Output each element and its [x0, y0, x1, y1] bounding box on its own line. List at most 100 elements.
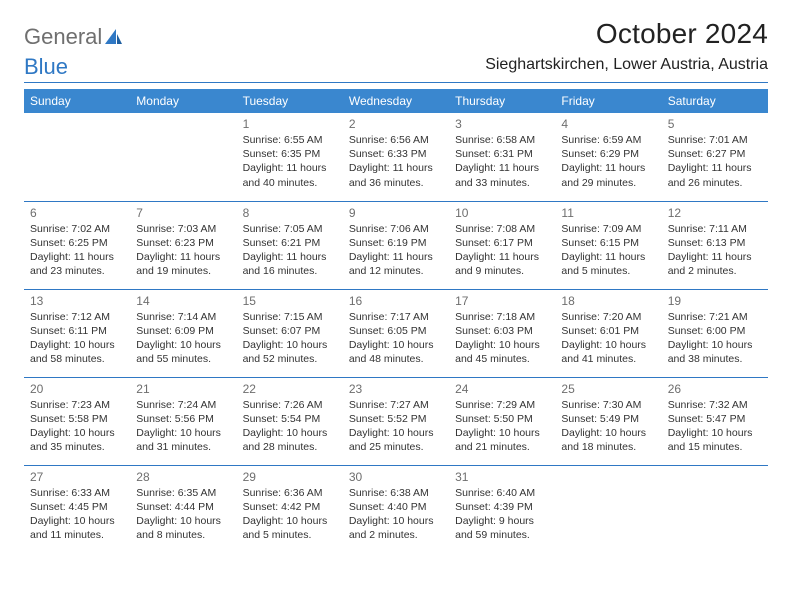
daylight-text: Daylight: 11 hours and 19 minutes.: [136, 250, 230, 278]
sunrise-text: Sunrise: 6:58 AM: [455, 133, 549, 147]
calendar-week-row: 20 Sunrise: 7:23 AMSunset: 5:58 PM Dayligh…: [24, 377, 768, 465]
calendar-week-row: 13Sunrise: 7:12 AMSunset: 6:11 PMDayligh…: [24, 289, 768, 377]
calendar-day-cell: 9Sunrise: 7:06 AMSunset: 6:19 PMDaylight…: [343, 201, 449, 289]
calendar-page: General October 2024 Sieghartskirchen, L…: [0, 0, 792, 565]
sunrise-text: Sunrise: 7:23 AM: [30, 398, 124, 412]
day-details: Sunrise: 7:03 AMSunset: 6:23 PMDaylight:…: [136, 222, 230, 279]
daylight-text: Daylight: 10 hours and 28 minutes.: [243, 426, 337, 454]
sunset-text: Sunset: 5:47 PM: [668, 412, 762, 426]
day-number: 4: [561, 117, 655, 131]
sunrise-text: Sunrise: 7:06 AM: [349, 222, 443, 236]
daylight-text: Daylight: 11 hours and 36 minutes.: [349, 161, 443, 189]
calendar-day-cell: 8Sunrise: 7:05 AMSunset: 6:21 PMDaylight…: [237, 201, 343, 289]
sunrise-text: Sunrise: 6:40 AM: [455, 486, 549, 500]
daylight-text: Daylight: 9 hours and 59 minutes.: [455, 514, 549, 542]
calendar-day-cell: 16 Sunrise: 7:17 AMSunset: 6:05 PMDayligh…: [343, 289, 449, 377]
calendar-day-cell: 27Sunrise: 6:33 AMSunset: 4:45 PMDayligh…: [24, 465, 130, 553]
sunset-text: Sunset: 6:25 PM: [30, 236, 124, 250]
sunset-text: Sunset: 6:11 PM: [30, 324, 124, 338]
day-number: 15: [243, 294, 337, 308]
day-number: 20: [30, 382, 124, 396]
sunrise-text: Sunrise: 7:11 AM: [668, 222, 762, 236]
day-number: 29: [243, 470, 337, 484]
day-number: 5: [668, 117, 762, 131]
calendar-day-cell: 22Sunrise: 7:26 AMSunset: 5:54 PMDayligh…: [237, 377, 343, 465]
daylight-text: Daylight: 11 hours and 40 minutes.: [243, 161, 337, 189]
sunset-text: Sunset: 6:33 PM: [349, 147, 443, 161]
sunrise-text: Sunrise: 7:21 AM: [668, 310, 762, 324]
day-details: Sunrise: 7:15 AMSunset: 6:07 PMDaylight:…: [243, 310, 337, 367]
day-number: 18: [561, 294, 655, 308]
day-number: 9: [349, 206, 443, 220]
daylight-text: Daylight: 10 hours and 15 minutes.: [668, 426, 762, 454]
daylight-text: Daylight: 11 hours and 33 minutes.: [455, 161, 549, 189]
sunset-text: Sunset: 4:40 PM: [349, 500, 443, 514]
daylight-text: Daylight: 10 hours and 18 minutes.: [561, 426, 655, 454]
sunrise-text: Sunrise: 6:35 AM: [136, 486, 230, 500]
calendar-day-cell: 17 Sunrise: 7:18 AMSunset: 6:03 PMDayligh…: [449, 289, 555, 377]
day-details: Sunrise: 6:55 AMSunset: 6:35 PMDaylight:…: [243, 133, 337, 190]
day-number: 17: [455, 294, 549, 308]
sunrise-text: Sunrise: 6:36 AM: [243, 486, 337, 500]
sunset-text: Sunset: 6:03 PM: [455, 324, 549, 338]
sunset-text: Sunset: 6:05 PM: [349, 324, 443, 338]
sunrise-text: Sunrise: 7:08 AM: [455, 222, 549, 236]
daylight-text: Daylight: 10 hours and 11 minutes.: [30, 514, 124, 542]
daylight-text: Daylight: 10 hours and 5 minutes.: [243, 514, 337, 542]
day-details: Sunrise: 6:36 AMSunset: 4:42 PMDaylight:…: [243, 486, 337, 543]
day-number: 6: [30, 206, 124, 220]
daylight-text: Daylight: 10 hours and 52 minutes.: [243, 338, 337, 366]
calendar-day-cell: 30Sunrise: 6:38 AMSunset: 4:40 PMDayligh…: [343, 465, 449, 553]
sunrise-text: Sunrise: 6:55 AM: [243, 133, 337, 147]
sunrise-text: Sunrise: 7:09 AM: [561, 222, 655, 236]
sunrise-text: Sunrise: 7:30 AM: [561, 398, 655, 412]
calendar-empty-cell: [24, 113, 130, 201]
calendar-day-cell: 5 Sunrise: 7:01 AMSunset: 6:27 PMDaylight…: [662, 113, 768, 201]
daylight-text: Daylight: 10 hours and 55 minutes.: [136, 338, 230, 366]
day-number: 14: [136, 294, 230, 308]
day-details: Sunrise: 7:02 AMSunset: 6:25 PMDaylight:…: [30, 222, 124, 279]
calendar-day-cell: 19Sunrise: 7:21 AMSunset: 6:00 PMDayligh…: [662, 289, 768, 377]
day-details: Sunrise: 7:18 AMSunset: 6:03 PMDaylight:…: [455, 310, 549, 367]
calendar-day-cell: 24Sunrise: 7:29 AMSunset: 5:50 PMDayligh…: [449, 377, 555, 465]
calendar-empty-cell: [130, 113, 236, 201]
day-details: Sunrise: 7:01 AMSunset: 6:27 PMDaylight:…: [668, 133, 762, 190]
weekday-header: Sunday: [24, 89, 130, 113]
sunset-text: Sunset: 4:39 PM: [455, 500, 549, 514]
sunset-text: Sunset: 6:07 PM: [243, 324, 337, 338]
brand-sail-icon: [104, 28, 124, 46]
day-details: Sunrise: 7:20 AMSunset: 6:01 PMDaylight:…: [561, 310, 655, 367]
sunrise-text: Sunrise: 7:27 AM: [349, 398, 443, 412]
day-number: 13: [30, 294, 124, 308]
sunset-text: Sunset: 6:15 PM: [561, 236, 655, 250]
daylight-text: Daylight: 11 hours and 9 minutes.: [455, 250, 549, 278]
sunrise-text: Sunrise: 7:01 AM: [668, 133, 762, 147]
day-number: 27: [30, 470, 124, 484]
sunrise-text: Sunrise: 7:05 AM: [243, 222, 337, 236]
day-number: 10: [455, 206, 549, 220]
day-number: 16: [349, 294, 443, 308]
day-details: Sunrise: 7:17 AMSunset: 6:05 PMDaylight:…: [349, 310, 443, 367]
calendar-day-cell: 21Sunrise: 7:24 AMSunset: 5:56 PMDayligh…: [130, 377, 236, 465]
sunrise-text: Sunrise: 7:29 AM: [455, 398, 549, 412]
day-number: 28: [136, 470, 230, 484]
day-number: 25: [561, 382, 655, 396]
sunset-text: Sunset: 5:56 PM: [136, 412, 230, 426]
sunrise-text: Sunrise: 6:38 AM: [349, 486, 443, 500]
day-details: Sunrise: 6:58 AMSunset: 6:31 PMDaylight:…: [455, 133, 549, 190]
calendar-day-cell: 14Sunrise: 7:14 AMSunset: 6:09 PMDayligh…: [130, 289, 236, 377]
sunset-text: Sunset: 5:52 PM: [349, 412, 443, 426]
sunset-text: Sunset: 5:58 PM: [30, 412, 124, 426]
calendar-day-cell: 12Sunrise: 7:11 AMSunset: 6:13 PMDayligh…: [662, 201, 768, 289]
calendar-week-row: 27Sunrise: 6:33 AMSunset: 4:45 PMDayligh…: [24, 465, 768, 553]
day-details: Sunrise: 7:05 AMSunset: 6:21 PMDaylight:…: [243, 222, 337, 279]
day-number: 21: [136, 382, 230, 396]
day-number: 23: [349, 382, 443, 396]
sunrise-text: Sunrise: 6:59 AM: [561, 133, 655, 147]
sunset-text: Sunset: 6:27 PM: [668, 147, 762, 161]
daylight-text: Daylight: 10 hours and 38 minutes.: [668, 338, 762, 366]
daylight-text: Daylight: 10 hours and 2 minutes.: [349, 514, 443, 542]
sunset-text: Sunset: 6:23 PM: [136, 236, 230, 250]
daylight-text: Daylight: 11 hours and 16 minutes.: [243, 250, 337, 278]
daylight-text: Daylight: 10 hours and 25 minutes.: [349, 426, 443, 454]
